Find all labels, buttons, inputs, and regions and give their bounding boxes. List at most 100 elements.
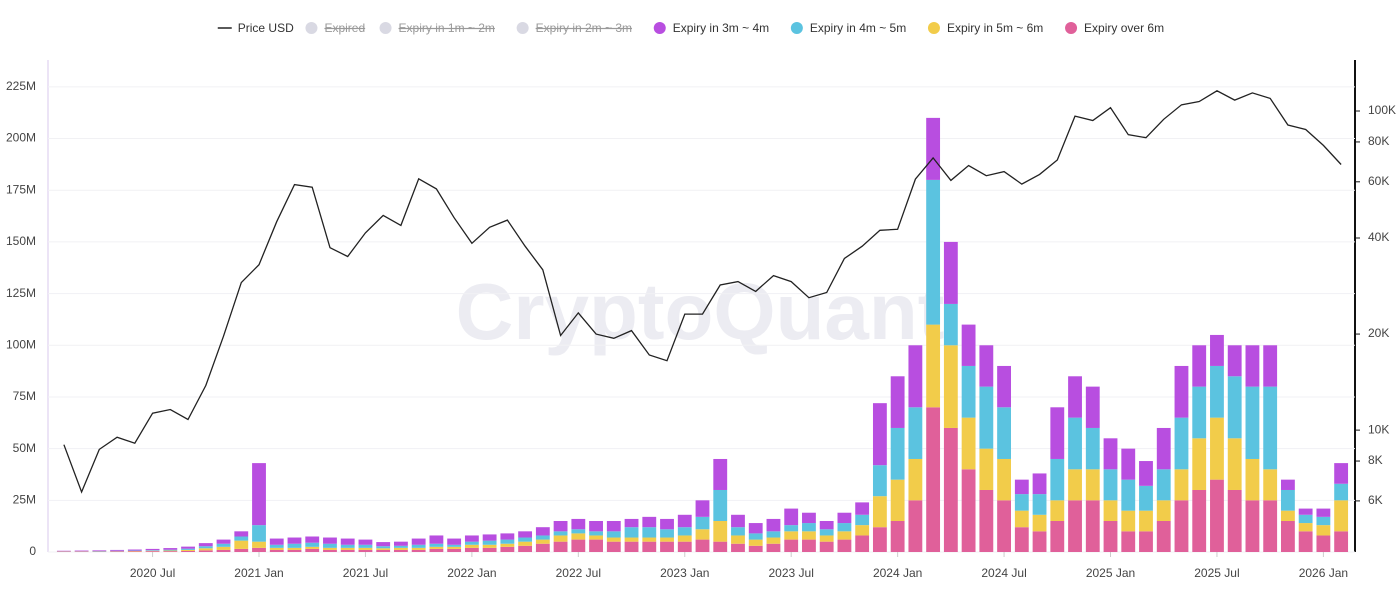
bar-segment [465, 548, 479, 552]
bar-segment [1033, 494, 1047, 515]
bar-segment [394, 542, 408, 546]
bar-segment [713, 459, 727, 490]
bar-segment [962, 469, 976, 552]
bar-segment [908, 345, 922, 407]
bar-segment [731, 527, 745, 535]
bar-segment [323, 550, 337, 552]
bar-segment [642, 538, 656, 542]
bar-segment [660, 542, 674, 552]
legend-item[interactable]: Expired [305, 21, 365, 35]
legend-item[interactable]: Expiry in 5m ~ 6m [928, 21, 1043, 35]
bar-segment [962, 325, 976, 366]
bar-segment [625, 527, 639, 537]
legend-item[interactable]: Expiry in 1m ~ 2m [380, 21, 495, 35]
bar-segment [696, 500, 710, 517]
bar-segment [873, 527, 887, 552]
bar-segment [571, 533, 585, 539]
bar-segment [820, 542, 834, 552]
bar-segment [1246, 500, 1260, 552]
bar-segment [908, 459, 922, 500]
bar-segment [429, 544, 443, 547]
bar-segment [1263, 345, 1277, 386]
bar-segment [323, 538, 337, 544]
bar-segment [305, 543, 319, 547]
bar-segment [359, 540, 373, 545]
bar-segment [376, 542, 390, 546]
bar-segment [500, 540, 514, 544]
bar-segment [1263, 469, 1277, 500]
bar-segment [1175, 418, 1189, 470]
bar-segment [323, 544, 337, 548]
bar-segment [483, 548, 497, 552]
bar-segment [359, 548, 373, 550]
bar-segment [429, 549, 443, 552]
x-tick-label: 2024 Jan [873, 566, 922, 580]
bar-segment [394, 550, 408, 552]
bar-segment [997, 407, 1011, 459]
legend-item[interactable]: Expiry in 2m ~ 3m [517, 21, 632, 35]
bar-segment [1192, 490, 1206, 552]
bar-segment [625, 519, 639, 527]
bar-segment [1192, 387, 1206, 439]
bar-segment [891, 376, 905, 428]
bar-segment [163, 551, 177, 552]
bar-segment [589, 540, 603, 552]
bar-segment [1050, 407, 1064, 459]
bar-segment [447, 545, 461, 547]
bar-segment [997, 500, 1011, 552]
bar-segment [1334, 531, 1348, 552]
bar-segment [234, 531, 248, 536]
bar-segment [376, 550, 390, 552]
bar-segment [749, 546, 763, 552]
y2-tick-label: 100K [1368, 103, 1396, 117]
bar-segment [234, 541, 248, 549]
legend-item[interactable]: Expiry over 6m [1065, 21, 1164, 35]
bar-segment [270, 550, 284, 552]
bar-segment [429, 547, 443, 549]
bar-segment [1334, 463, 1348, 484]
bar-segment [1157, 469, 1171, 500]
legend-label: Expiry over 6m [1084, 21, 1164, 35]
bar-segment [571, 540, 585, 552]
bar-segment [660, 519, 674, 529]
bar-segment [217, 550, 231, 552]
bar-segment [891, 428, 905, 480]
bar-segment [1210, 366, 1224, 418]
bar-segment [1228, 490, 1242, 552]
bar-segment [1157, 500, 1171, 521]
bar-segment [270, 545, 284, 548]
bar-segment [341, 539, 355, 545]
bar-segment [447, 539, 461, 545]
bar-segment [891, 480, 905, 521]
bar-segment [483, 534, 497, 540]
legend-swatch [380, 22, 392, 34]
bar-segment [1104, 438, 1118, 469]
bar-segment [713, 521, 727, 542]
bar-segment [944, 242, 958, 304]
legend-item[interactable]: Expiry in 3m ~ 4m [654, 21, 769, 35]
bar-segment [784, 540, 798, 552]
bar-segment [234, 549, 248, 552]
bar-segment [1246, 345, 1260, 386]
bar-segment [607, 542, 621, 552]
bar-segment [1334, 484, 1348, 501]
bar-segment [1086, 500, 1100, 552]
bar-segment [784, 509, 798, 526]
legend-item[interactable]: Price USD [218, 21, 294, 35]
bar-segment [465, 545, 479, 548]
bar-segment [696, 540, 710, 552]
legend-item[interactable]: Expiry in 4m ~ 5m [791, 21, 906, 35]
bar-segment [802, 523, 816, 531]
bar-segment [1121, 480, 1135, 511]
bar-segment [483, 545, 497, 548]
bar-segment [1139, 486, 1153, 511]
bar-segment [128, 551, 142, 552]
bar-segment [323, 548, 337, 550]
bar-segment [855, 525, 869, 535]
bar-segment [784, 525, 798, 531]
bar-segment [554, 542, 568, 552]
y2-tick-label: 80K [1368, 134, 1389, 148]
y-tick-label: 25M [13, 492, 36, 506]
x-tick-label: 2025 Jul [1194, 566, 1239, 580]
bar-segment [1281, 490, 1295, 511]
